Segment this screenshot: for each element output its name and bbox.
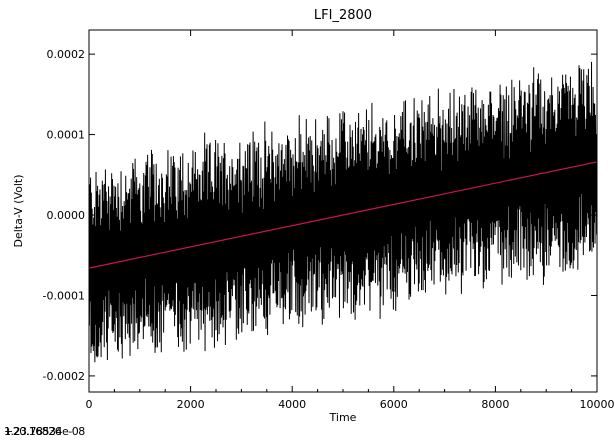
y-tick-label: 0.0000 (47, 209, 86, 222)
x-tick-label: 8000 (481, 398, 509, 411)
y-tick-label: -0.0001 (43, 289, 85, 302)
x-axis: 0 2000 4000 6000 8000 10000 (86, 30, 615, 411)
signal-series-line (88, 61, 598, 363)
footer-text-b: +20.16826 (4, 425, 62, 438)
y-tick-label: 0.0001 (47, 129, 86, 142)
y-tick-label: 0.0002 (47, 48, 86, 61)
chart: LFI_2800 0 2000 4000 6000 8000 10000 -0.0002-… (12, 8, 615, 424)
y-tick-label: -0.0002 (43, 370, 85, 383)
x-tick-label: 10000 (580, 398, 615, 411)
fit-series-line (88, 161, 598, 269)
x-tick-label: 6000 (380, 398, 408, 411)
x-tick-label: 4000 (278, 398, 306, 411)
fit-line (88, 161, 598, 269)
footer-text-a: 1.23.78534e-08 (4, 425, 85, 438)
chart-title: LFI_2800 (314, 8, 372, 23)
y-axis-label: Delta-V (Volt) (12, 174, 25, 247)
signal-trace (88, 61, 598, 363)
y-axis: -0.0002 -0.0001 0.0000 0.0001 0.0002 (43, 48, 597, 383)
x-axis-label: Time (329, 411, 357, 424)
x-tick-label: 2000 (177, 398, 205, 411)
x-tick-label: 0 (86, 398, 93, 411)
